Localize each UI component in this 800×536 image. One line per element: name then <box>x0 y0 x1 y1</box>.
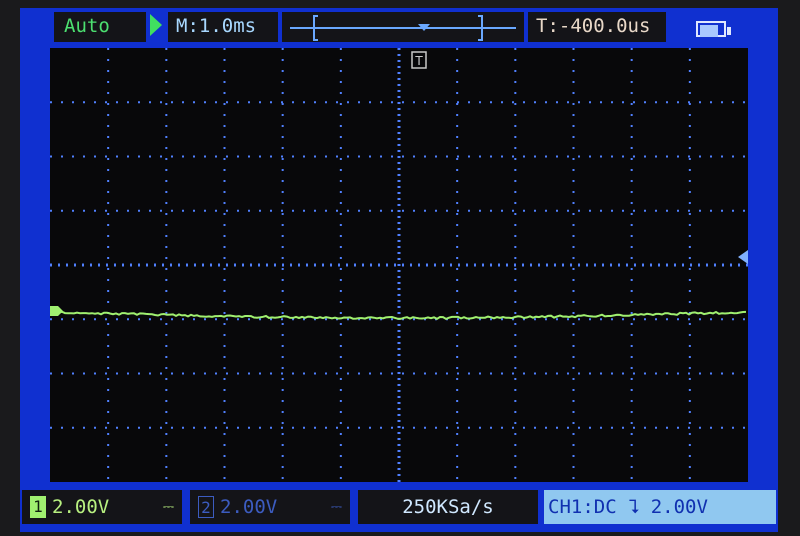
ch2-volts: 2.00V <box>220 496 277 518</box>
trigger-setting[interactable]: CH1:DC ⮧ 2.00V <box>544 490 776 524</box>
ch1-marker-icon <box>50 306 63 316</box>
ch1-badge: 1 <box>30 496 46 518</box>
sample-rate: 250KSa/s <box>358 490 538 524</box>
trigger-time[interactable]: T:-400.0us <box>528 12 666 42</box>
horizontal-position-bar[interactable] <box>282 12 524 42</box>
ch2-scale[interactable]: 2 2.00V ⎓ <box>190 490 350 524</box>
play-icon[interactable] <box>150 14 162 36</box>
ch1-volts: 2.00V <box>52 496 109 518</box>
battery-icon <box>696 21 726 37</box>
position-indicator-icon <box>282 12 524 42</box>
acquisition-mode[interactable]: Auto <box>54 12 146 42</box>
waveform-area: T <box>50 48 748 482</box>
trigger-level-icon <box>738 250 748 264</box>
graticule: T <box>50 48 748 482</box>
oscilloscope-screen: Auto M:1.0ms T:-400.0us T 1 2.00V ⎓ 2 2.… <box>20 8 778 532</box>
dc-coupling-icon: ⎓ <box>163 490 174 524</box>
ch2-badge: 2 <box>198 496 214 518</box>
trigger-position-label: T <box>414 54 423 68</box>
dc-coupling-icon: ⎓ <box>331 490 342 524</box>
ch1-scale[interactable]: 1 2.00V ⎓ <box>22 490 182 524</box>
timebase[interactable]: M:1.0ms <box>168 12 278 42</box>
